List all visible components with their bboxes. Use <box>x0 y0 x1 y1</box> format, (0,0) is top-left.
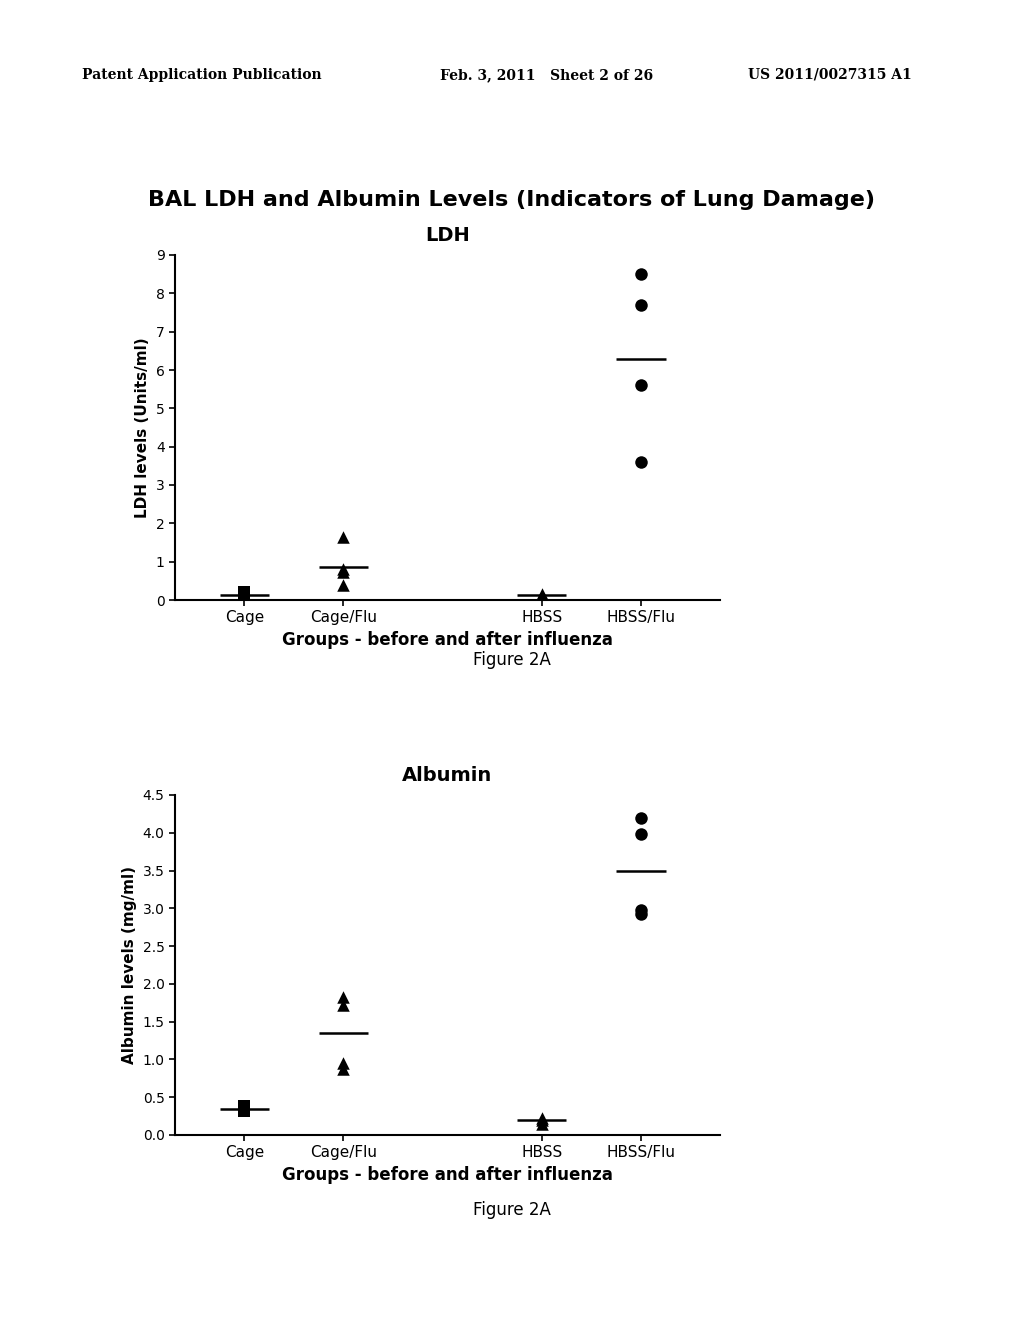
Point <box>237 1098 253 1119</box>
Text: BAL LDH and Albumin Levels (Indicators of Lung Damage): BAL LDH and Albumin Levels (Indicators o… <box>148 190 876 210</box>
Title: Albumin: Albumin <box>402 766 493 785</box>
Point <box>534 1113 550 1134</box>
Point <box>534 583 550 605</box>
Point <box>237 1096 253 1117</box>
Point <box>335 558 351 579</box>
Text: Figure 2A: Figure 2A <box>473 1201 551 1218</box>
Point <box>633 904 649 925</box>
Point <box>335 987 351 1008</box>
Point <box>534 586 550 607</box>
X-axis label: Groups - before and after influenza: Groups - before and after influenza <box>282 1166 613 1184</box>
Point <box>237 582 253 603</box>
Point <box>335 1057 351 1078</box>
Point <box>335 994 351 1015</box>
Point <box>633 899 649 920</box>
Point <box>335 1052 351 1073</box>
Point <box>633 824 649 845</box>
Text: Figure 2A: Figure 2A <box>473 651 551 669</box>
Point <box>237 1101 253 1122</box>
Y-axis label: Albumin levels (mg/ml): Albumin levels (mg/ml) <box>122 866 137 1064</box>
Y-axis label: LDH levels (Units/ml): LDH levels (Units/ml) <box>135 337 151 517</box>
Point <box>633 807 649 828</box>
Point <box>335 562 351 583</box>
Point <box>633 264 649 285</box>
Title: LDH: LDH <box>425 226 470 246</box>
Point <box>633 451 649 473</box>
X-axis label: Groups - before and after influenza: Groups - before and after influenza <box>282 631 613 649</box>
Point <box>534 1109 550 1130</box>
Text: US 2011/0027315 A1: US 2011/0027315 A1 <box>748 69 911 82</box>
Point <box>534 1107 550 1129</box>
Point <box>237 583 253 605</box>
Point <box>633 375 649 396</box>
Point <box>237 586 253 607</box>
Point <box>335 527 351 548</box>
Text: Patent Application Publication: Patent Application Publication <box>82 69 322 82</box>
Point <box>633 294 649 315</box>
Point <box>335 576 351 597</box>
Text: Feb. 3, 2011   Sheet 2 of 26: Feb. 3, 2011 Sheet 2 of 26 <box>440 69 653 82</box>
